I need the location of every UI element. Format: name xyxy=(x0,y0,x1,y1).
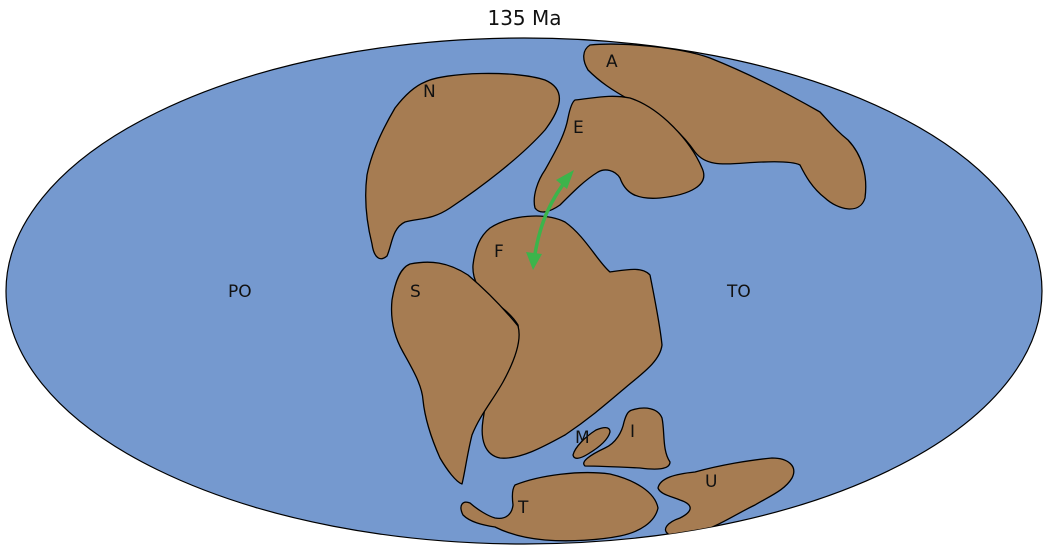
landmass-south-america xyxy=(390,261,520,485)
landmass-label-australia: U xyxy=(705,472,717,492)
landmass-madagascar xyxy=(572,426,611,459)
landmass-label-south-america: S xyxy=(410,282,421,302)
landmass-antarctica xyxy=(460,471,659,542)
landmass-label-africa: F xyxy=(494,242,504,262)
landmass-europe xyxy=(533,95,705,213)
double-headed-arrow-icon xyxy=(526,170,574,270)
landmass-label-madagascar: M xyxy=(575,428,590,448)
landmass-label-asia: A xyxy=(606,52,618,72)
landmass-label-north-america: N xyxy=(423,82,436,102)
ocean-label-tethys: TO xyxy=(726,282,751,302)
landmass-label-antarctica: T xyxy=(517,498,529,518)
landmass-label-europe: E xyxy=(573,118,584,138)
ocean-label-pacific: PO xyxy=(228,282,252,302)
landmass-india xyxy=(583,407,671,470)
map-title: 135 Ma xyxy=(487,6,562,30)
landmass-label-india: I xyxy=(630,422,635,442)
landmass-north-america xyxy=(364,72,561,260)
